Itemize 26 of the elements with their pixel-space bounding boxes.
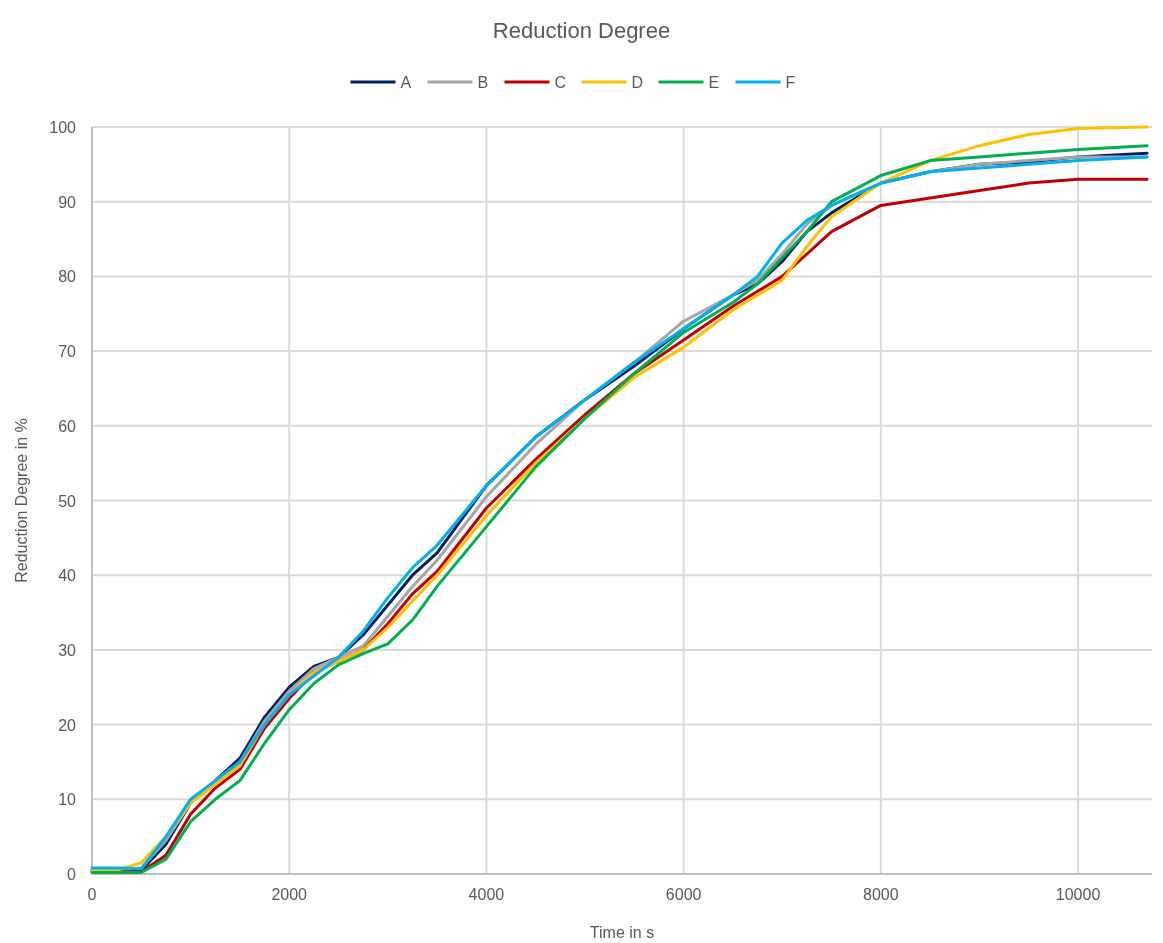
x-axis-title: Time in s xyxy=(589,924,655,941)
y-tick-label: 60 xyxy=(58,417,77,435)
y-axis-title: Reduction Degree in % xyxy=(13,418,30,583)
y-tick-label: 10 xyxy=(58,791,77,809)
y-tick-label: 100 xyxy=(49,119,77,136)
y-tick-label: 50 xyxy=(58,492,77,510)
legend-label: C xyxy=(554,74,567,91)
y-tick-label: 20 xyxy=(58,716,77,734)
x-tick-label: 2000 xyxy=(271,886,308,903)
x-tick-label: 6000 xyxy=(665,886,702,903)
x-tick-label: 4000 xyxy=(468,886,505,903)
y-tick-label: 90 xyxy=(58,193,77,211)
x-tick-label: 10000 xyxy=(1055,886,1101,903)
legend-label: B xyxy=(477,74,489,91)
legend-label: F xyxy=(785,74,796,91)
x-tick-label: 0 xyxy=(87,886,97,903)
y-tick-label: 70 xyxy=(58,343,77,361)
legend-label: E xyxy=(708,74,720,91)
chart-title: Reduction Degree xyxy=(492,18,671,43)
y-tick-label: 0 xyxy=(67,866,77,883)
y-tick-label: 80 xyxy=(58,268,77,286)
legend-label: A xyxy=(400,74,412,91)
legend-label: D xyxy=(631,74,644,91)
y-tick-label: 30 xyxy=(58,641,77,659)
y-tick-label: 40 xyxy=(58,567,77,585)
x-tick-label: 8000 xyxy=(863,886,899,903)
